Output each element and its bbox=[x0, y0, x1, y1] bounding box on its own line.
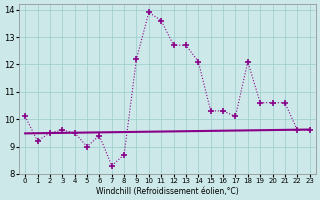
X-axis label: Windchill (Refroidissement éolien,°C): Windchill (Refroidissement éolien,°C) bbox=[96, 187, 239, 196]
